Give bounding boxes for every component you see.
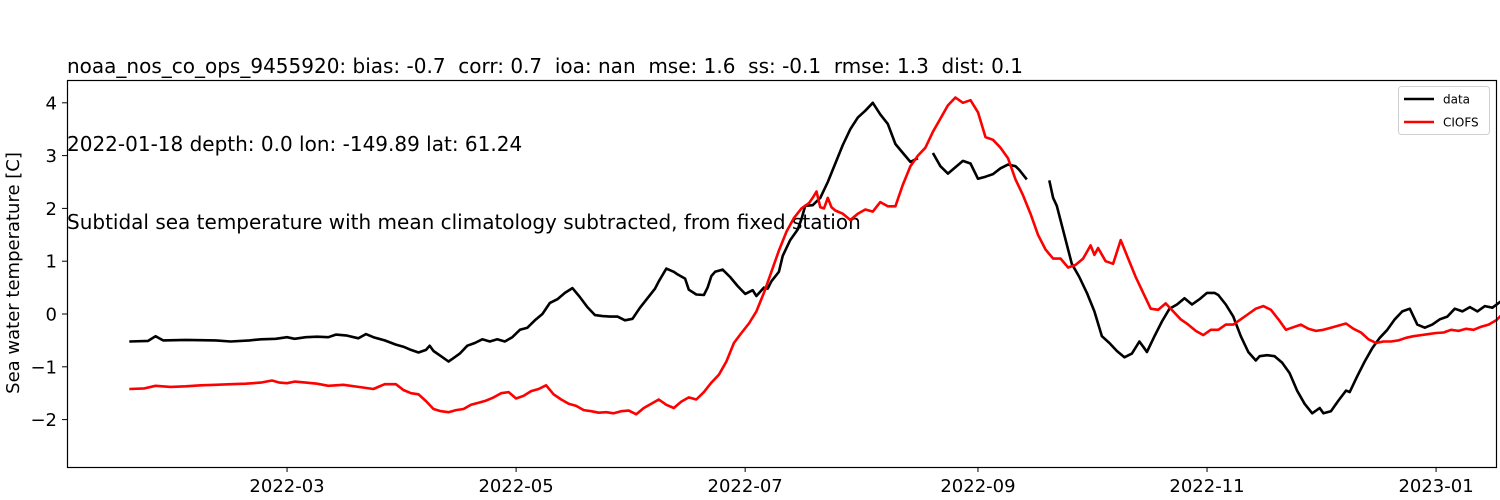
- legend-label-ciofs: CIOFS: [1443, 116, 1479, 130]
- y-tick-label: 2: [46, 199, 57, 220]
- x-tick-label: 2022-03: [249, 476, 324, 497]
- y-tick-label: 4: [46, 93, 57, 114]
- y-tick-label: −1: [30, 357, 57, 378]
- y-tick-label: 3: [46, 146, 57, 167]
- series-line-ciofs: [129, 96, 1500, 416]
- x-tick-label: 2022-07: [708, 476, 783, 497]
- x-tick-label: 2022-09: [940, 476, 1015, 497]
- series-line-data: [1048, 180, 1500, 415]
- title-location-line: 2022-01-18 depth: 0.0 lon: -149.89 lat: …: [67, 132, 523, 156]
- x-tick-label: 2022-05: [478, 476, 553, 497]
- title-stats-line: noaa_nos_co_ops_9455920: bias: -0.7 corr…: [67, 54, 1023, 78]
- y-axis: −2 −1 0 1 2 3 4: [30, 93, 67, 431]
- title-description-line: Subtidal sea temperature with mean clima…: [67, 210, 861, 234]
- x-tick-label: 2022-11: [1169, 476, 1244, 497]
- x-axis: 2022-03 2022-05 2022-07 2022-09 2022-11 2023-…: [249, 467, 1474, 497]
- y-tick-label: 1: [46, 252, 57, 273]
- y-axis-label: Sea water temperature [C]: [3, 152, 24, 394]
- y-tick-label: −2: [30, 410, 57, 431]
- series-line-data: [129, 101, 919, 363]
- plot-series: [129, 96, 1500, 416]
- legend: data CIOFS: [1398, 86, 1490, 135]
- series-line-data: [931, 152, 1028, 181]
- legend-label-data: data: [1443, 93, 1470, 107]
- chart-title: noaa_nos_co_ops_9455920: bias: -0.7 corr…: [67, 1, 1023, 261]
- x-tick-label: 2023-01: [1398, 476, 1473, 497]
- plot-frame: [66, 79, 1498, 469]
- y-tick-label: 0: [46, 305, 57, 326]
